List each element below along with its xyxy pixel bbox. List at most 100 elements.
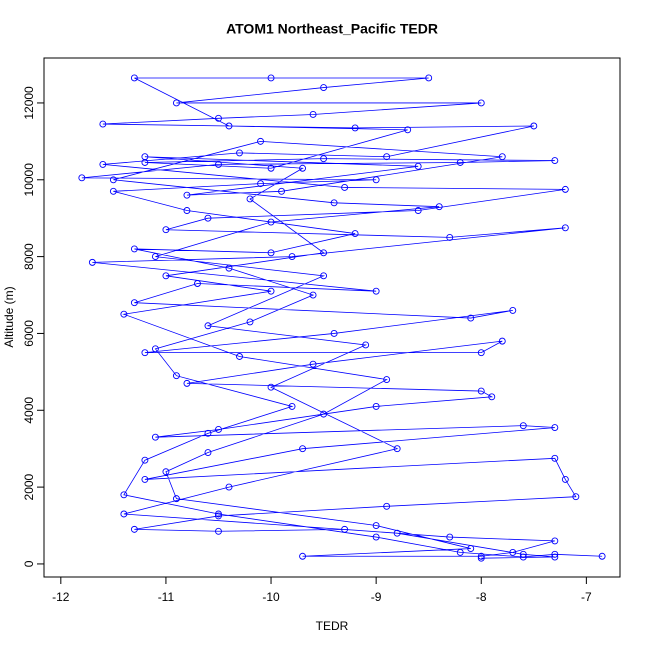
data-point [130, 245, 138, 253]
data-point [299, 552, 307, 560]
data-point [215, 160, 222, 168]
data-point [141, 475, 149, 483]
data-point [498, 153, 506, 161]
chart-title: ATOM1 Northeast_Pacific TEDR [226, 21, 438, 37]
data-point [477, 99, 485, 107]
x-tick-label: -12 [52, 590, 70, 604]
data-point [109, 187, 117, 195]
data-point [288, 253, 296, 261]
data-point [372, 176, 380, 184]
data-point [215, 114, 222, 122]
data-point [362, 341, 370, 349]
data-point [204, 449, 212, 456]
data-point [120, 510, 128, 518]
data-point [267, 383, 275, 391]
y-tick-label: 0 [22, 560, 36, 567]
data-point [498, 337, 506, 345]
data-point [393, 529, 401, 537]
y-tick-label: 2000 [22, 473, 36, 500]
data-point [551, 424, 559, 432]
data-point [456, 548, 464, 556]
data-point [151, 433, 159, 441]
data-point [141, 349, 149, 357]
data-point [351, 230, 359, 238]
x-tick-label: -11 [158, 590, 175, 604]
data-point [551, 553, 559, 561]
data-point [341, 525, 349, 533]
data-point [519, 550, 527, 558]
data-point [204, 214, 212, 222]
x-tick-label: -9 [371, 590, 382, 604]
data-point [215, 527, 222, 535]
data-point [330, 329, 338, 337]
data-point [78, 174, 86, 182]
data-point [120, 491, 128, 499]
data-point [236, 149, 243, 157]
data-point [299, 164, 307, 172]
x-tick-label: -8 [476, 590, 487, 604]
data-point [551, 537, 559, 545]
y-tick-label: 4000 [22, 397, 36, 424]
data-point [267, 164, 275, 172]
data-point [341, 184, 349, 191]
data-point [477, 387, 485, 395]
data-point [372, 402, 380, 410]
data-point [551, 454, 559, 462]
data-point [267, 218, 275, 226]
data-point [477, 349, 485, 357]
data-point [130, 74, 138, 82]
data-point [320, 249, 328, 257]
data-point [351, 124, 359, 132]
data-point [151, 345, 159, 353]
data-line [81, 77, 603, 559]
data-point [320, 272, 328, 280]
data-point [120, 310, 128, 318]
y-tick-label: 6000 [22, 320, 36, 347]
data-point [183, 191, 191, 199]
data-point [225, 483, 233, 491]
data-point [309, 111, 317, 118]
data-point [215, 510, 222, 518]
y-tick-label: 12000 [22, 86, 36, 120]
data-point [130, 299, 138, 307]
data-point [257, 180, 264, 188]
data-point [204, 322, 212, 330]
data-point [88, 258, 96, 266]
data-point [204, 429, 212, 437]
data-point [194, 280, 201, 287]
data-point [446, 533, 454, 541]
data-point [246, 195, 254, 203]
data-point [309, 291, 317, 299]
data-point [551, 157, 559, 165]
data-point [267, 74, 275, 82]
data-point [383, 376, 391, 383]
data-point [162, 226, 170, 234]
data-point [561, 224, 569, 232]
data-point [488, 393, 496, 401]
data-point [425, 74, 433, 82]
data-point [183, 379, 191, 387]
data-point [477, 554, 485, 562]
data-point [320, 410, 328, 418]
data-point [383, 153, 391, 161]
x-tick-label: -10 [262, 590, 280, 604]
data-point [257, 137, 264, 145]
data-point [183, 207, 191, 214]
data-point [236, 353, 243, 360]
data-point [530, 122, 538, 130]
data-point [278, 187, 285, 195]
data-point [509, 306, 517, 314]
data-point [225, 264, 233, 272]
data-point [467, 314, 475, 322]
data-point [372, 287, 380, 295]
data-point [99, 160, 107, 168]
data-point [215, 426, 222, 433]
data-point [572, 493, 580, 501]
data-point [561, 475, 569, 483]
y-tick-label: 10000 [22, 163, 36, 197]
data-point [151, 253, 159, 261]
data-point [477, 552, 485, 560]
data-point [309, 360, 317, 368]
data-point [330, 199, 338, 207]
data-point [246, 318, 254, 326]
